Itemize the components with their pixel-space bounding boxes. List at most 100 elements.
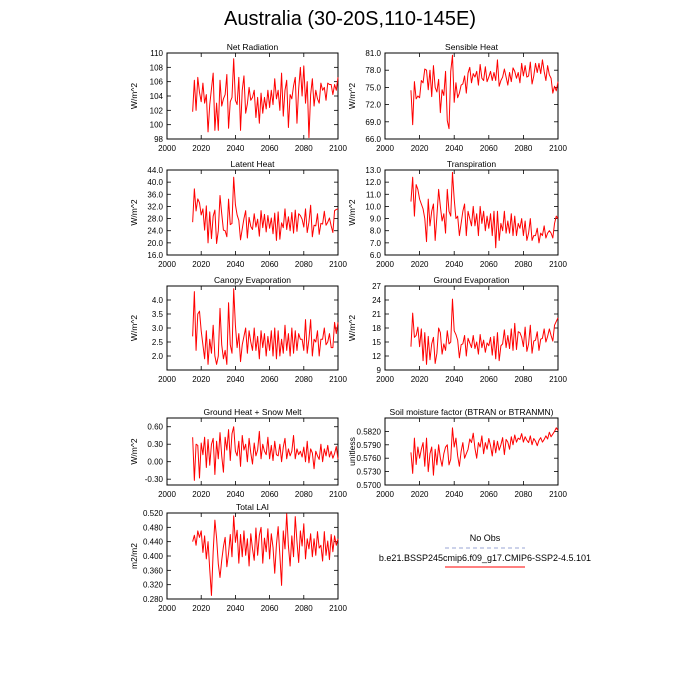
series-line xyxy=(192,426,339,481)
x-tick-label: 2020 xyxy=(192,260,210,269)
x-tick-label: 2060 xyxy=(261,260,279,269)
x-tick-label: 2080 xyxy=(515,260,533,269)
y-tick-label: 32.0 xyxy=(147,202,163,211)
y-tick-label: 110 xyxy=(150,49,163,58)
y-tick-label: 4.0 xyxy=(152,296,164,305)
plot-frame xyxy=(166,417,339,486)
x-tick-label: 2020 xyxy=(411,490,429,499)
panel-title: Soil moisture factor (BTRAN or BTRANMN) xyxy=(390,407,554,417)
y-axis-label: W/m^2 xyxy=(129,438,139,464)
panel-title: Latent Heat xyxy=(231,159,276,169)
y-tick-label: 0.280 xyxy=(143,595,164,604)
series-line xyxy=(410,171,559,249)
x-tick-label: 2060 xyxy=(261,490,279,499)
x-tick-label: 2040 xyxy=(227,144,245,153)
x-tick-label: 2060 xyxy=(261,144,279,153)
x-tick-label: 2060 xyxy=(480,144,498,153)
y-axis-label: W/m^2 xyxy=(347,199,357,225)
x-tick-label: 2040 xyxy=(227,260,245,269)
x-tick-label: 2000 xyxy=(376,490,394,499)
y-tick-label: 0.60 xyxy=(147,423,163,432)
plot-frame xyxy=(384,52,559,140)
y-tick-label: 0.5730 xyxy=(357,468,382,477)
panel-title: Sensible Heat xyxy=(445,42,499,52)
x-tick-label: 2100 xyxy=(549,260,567,269)
y-tick-label: 0.00 xyxy=(147,458,163,467)
x-tick-label: 2020 xyxy=(192,604,210,613)
y-tick-label: 2.0 xyxy=(152,352,164,361)
x-tick-label: 2060 xyxy=(261,375,279,384)
series-line xyxy=(410,298,559,365)
x-tick-label: 2000 xyxy=(376,375,394,384)
y-tick-label: 3.0 xyxy=(152,324,164,333)
x-tick-label: 2060 xyxy=(261,604,279,613)
plot-frame xyxy=(384,417,559,486)
x-tick-label: 2000 xyxy=(158,144,176,153)
y-tick-label: 106 xyxy=(150,78,164,87)
figure-title: Australia (30-20S,110-145E) xyxy=(224,8,476,30)
chart-panel-9: 2000 2020 2040 2060 2080 2100 0.280 0.320 0.360 0… xyxy=(129,502,347,613)
y-tick-label: 40.0 xyxy=(147,178,163,187)
y-tick-label: 2.5 xyxy=(152,338,164,347)
x-tick-label: 2080 xyxy=(295,260,313,269)
x-tick-label: 2060 xyxy=(480,375,498,384)
chart-panel-3: 2000 2020 2040 2060 2080 2100 16.0 20.0 24.0 28.0… xyxy=(129,159,347,269)
x-tick-label: 2020 xyxy=(192,375,210,384)
x-tick-label: 2100 xyxy=(329,604,347,613)
series-line xyxy=(192,176,339,244)
y-axis-label: W/m^2 xyxy=(347,315,357,341)
y-tick-label: 8.0 xyxy=(370,227,382,236)
x-tick-label: 2040 xyxy=(445,260,463,269)
y-tick-label: 75.0 xyxy=(365,83,381,92)
y-tick-label: 12 xyxy=(372,352,381,361)
y-tick-label: 36.0 xyxy=(147,190,163,199)
y-tick-label: 28.0 xyxy=(147,215,163,224)
x-tick-label: 2100 xyxy=(329,490,347,499)
y-tick-label: 27 xyxy=(372,282,381,291)
x-tick-label: 2040 xyxy=(445,490,463,499)
x-tick-label: 2040 xyxy=(227,604,245,613)
y-tick-label: 0.5700 xyxy=(357,481,382,490)
x-tick-label: 2060 xyxy=(480,490,498,499)
y-tick-label: 104 xyxy=(150,92,164,101)
x-tick-label: 2080 xyxy=(515,144,533,153)
panel-title: Net Radiation xyxy=(227,42,279,52)
chart-panel-7: 2000 2020 2040 2060 2080 2100 -0.30 0.00 0.30 0.6… xyxy=(129,407,347,499)
x-tick-label: 2080 xyxy=(515,490,533,499)
y-tick-label: 10.0 xyxy=(365,202,381,211)
x-tick-label: 2080 xyxy=(295,375,313,384)
y-axis-label: W/m^2 xyxy=(347,83,357,109)
y-tick-label: 21 xyxy=(372,310,381,319)
x-tick-label: 2020 xyxy=(411,375,429,384)
x-tick-label: 2100 xyxy=(329,260,347,269)
x-tick-label: 2080 xyxy=(295,604,313,613)
chart-panel-5: 2000 2020 2040 2060 2080 2100 2.0 2.5 3.0 3.5 4.0 C… xyxy=(129,275,347,384)
y-tick-label: 0.520 xyxy=(143,509,164,518)
y-tick-label: 0.480 xyxy=(143,523,164,532)
y-tick-label: 108 xyxy=(150,63,164,72)
x-tick-label: 2000 xyxy=(376,260,394,269)
x-tick-label: 2020 xyxy=(192,490,210,499)
y-tick-label: 12.0 xyxy=(365,178,381,187)
y-tick-label: 0.5790 xyxy=(357,441,382,450)
y-tick-label: 15 xyxy=(372,338,381,347)
x-tick-label: 2000 xyxy=(376,144,394,153)
x-tick-label: 2100 xyxy=(549,490,567,499)
x-tick-label: 2040 xyxy=(227,375,245,384)
x-tick-label: 2080 xyxy=(295,490,313,499)
y-tick-label: 100 xyxy=(150,121,164,130)
y-tick-label: 11.0 xyxy=(366,190,382,199)
y-axis-label: W/m^2 xyxy=(129,315,139,341)
y-tick-label: 72.0 xyxy=(365,101,381,110)
y-tick-label: 18 xyxy=(372,324,381,333)
y-tick-label: 0.5760 xyxy=(357,454,382,463)
x-tick-label: 2040 xyxy=(445,375,463,384)
y-tick-label: 0.5820 xyxy=(357,427,382,436)
y-tick-label: 6.0 xyxy=(370,251,382,260)
x-tick-label: 2080 xyxy=(515,375,533,384)
x-tick-label: 2020 xyxy=(192,144,210,153)
legend-label-model: b.e21.BSSP245cmip6.f09_g17.CMIP6-SSP2-4.… xyxy=(379,553,591,563)
x-tick-label: 2060 xyxy=(480,260,498,269)
y-tick-label: 66.0 xyxy=(365,135,381,144)
